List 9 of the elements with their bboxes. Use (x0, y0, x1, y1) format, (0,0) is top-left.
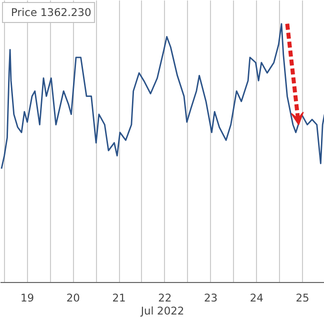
x-tick-label: 19 (20, 292, 34, 304)
x-tick-label: 25 (296, 292, 310, 304)
x-tick-label: 20 (66, 292, 80, 304)
x-axis-title: Jul 2022 (140, 304, 184, 318)
x-tick-label: 22 (158, 292, 172, 304)
x-tick-label: 21 (112, 292, 126, 304)
text: Price 1362.230 (11, 6, 92, 19)
x-tick-label: 24 (250, 292, 264, 304)
x-tick-label: 23 (204, 292, 218, 304)
